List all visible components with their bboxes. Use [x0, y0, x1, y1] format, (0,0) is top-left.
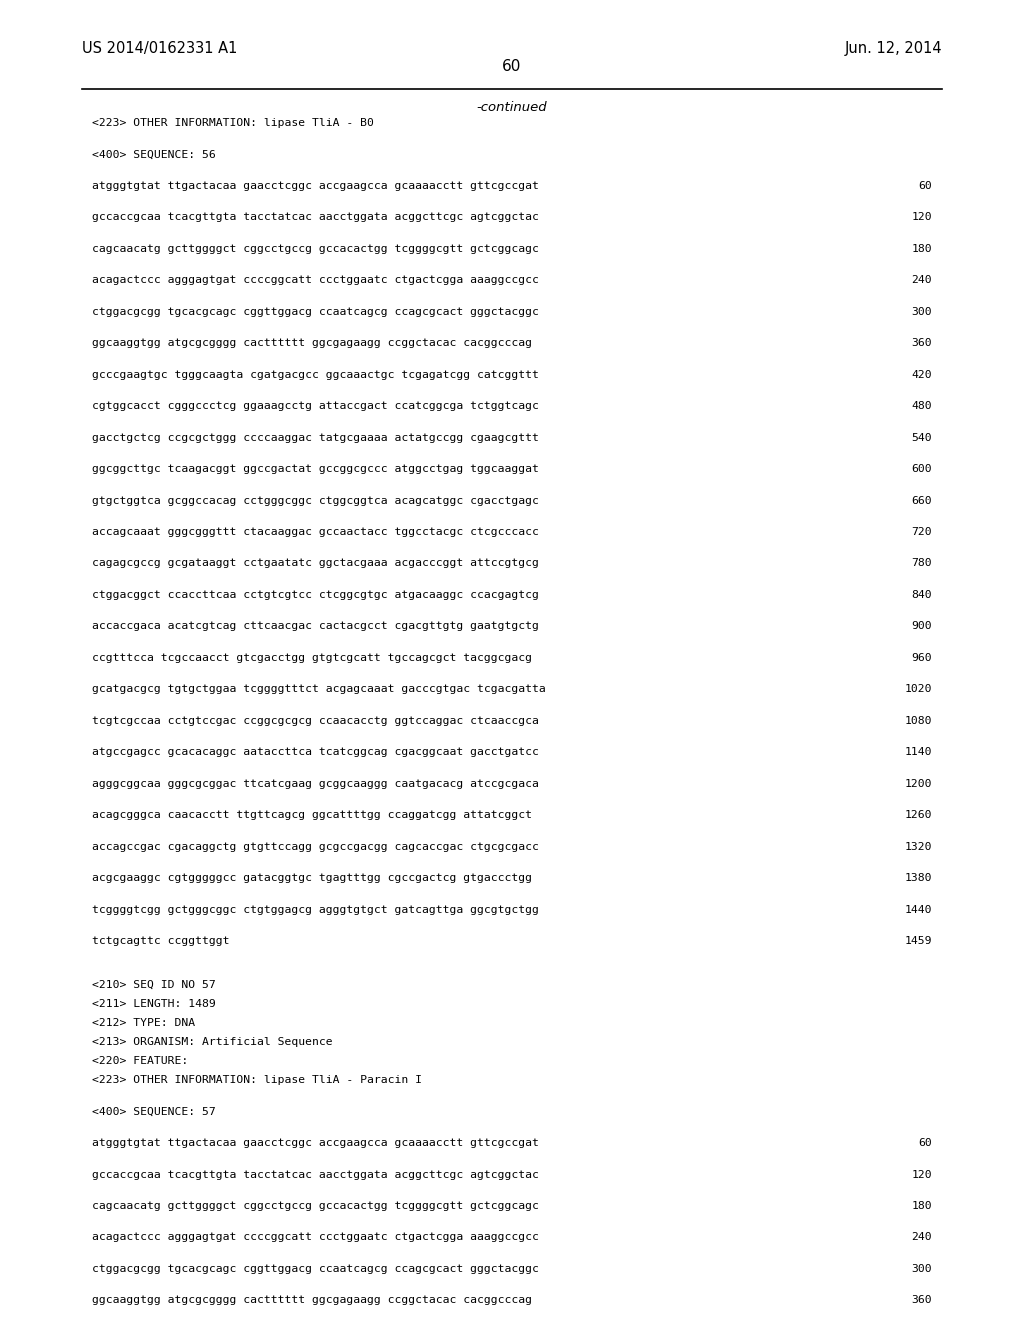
- Text: <211> LENGTH: 1489: <211> LENGTH: 1489: [92, 999, 216, 1008]
- Text: accagcaaat gggcgggttt ctacaaggac gccaactacc tggcctacgc ctcgcccacc: accagcaaat gggcgggttt ctacaaggac gccaact…: [92, 527, 539, 537]
- Text: accagccgac cgacaggctg gtgttccagg gcgccgacgg cagcaccgac ctgcgcgacc: accagccgac cgacaggctg gtgttccagg gcgccga…: [92, 842, 539, 851]
- Text: 180: 180: [911, 1201, 932, 1210]
- Text: atgggtgtat ttgactacaa gaacctcggc accgaagcca gcaaaacctt gttcgccgat: atgggtgtat ttgactacaa gaacctcggc accgaag…: [92, 181, 539, 191]
- Text: 180: 180: [911, 244, 932, 253]
- Text: cagcaacatg gcttggggct cggcctgccg gccacactgg tcggggcgtt gctcggcagc: cagcaacatg gcttggggct cggcctgccg gccacac…: [92, 244, 539, 253]
- Text: 540: 540: [911, 433, 932, 442]
- Text: <212> TYPE: DNA: <212> TYPE: DNA: [92, 1018, 196, 1028]
- Text: tcgtcgccaa cctgtccgac ccggcgcgcg ccaacacctg ggtccaggac ctcaaccgca: tcgtcgccaa cctgtccgac ccggcgcgcg ccaacac…: [92, 715, 539, 726]
- Text: US 2014/0162331 A1: US 2014/0162331 A1: [82, 41, 238, 55]
- Text: -continued: -continued: [477, 100, 547, 114]
- Text: acagcgggca caacacctt ttgttcagcg ggcattttgg ccaggatcgg attatcggct: acagcgggca caacacctt ttgttcagcg ggcatttt…: [92, 810, 532, 820]
- Text: ggcaaggtgg atgcgcgggg cactttttt ggcgagaagg ccggctacac cacggcccag: ggcaaggtgg atgcgcgggg cactttttt ggcgagaa…: [92, 338, 532, 348]
- Text: gtgctggtca gcggccacag cctgggcggc ctggcggtca acagcatggc cgacctgagc: gtgctggtca gcggccacag cctgggcggc ctggcgg…: [92, 495, 539, 506]
- Text: <400> SEQUENCE: 56: <400> SEQUENCE: 56: [92, 149, 216, 160]
- Text: 960: 960: [911, 653, 932, 663]
- Text: 840: 840: [911, 590, 932, 601]
- Text: ctggacgcgg tgcacgcagc cggttggacg ccaatcagcg ccagcgcact gggctacggc: ctggacgcgg tgcacgcagc cggttggacg ccaatca…: [92, 1263, 539, 1274]
- Text: 60: 60: [503, 59, 521, 74]
- Text: 900: 900: [911, 622, 932, 631]
- Text: ctggacgcgg tgcacgcagc cggttggacg ccaatcagcg ccagcgcact gggctacggc: ctggacgcgg tgcacgcagc cggttggacg ccaatca…: [92, 306, 539, 317]
- Text: 120: 120: [911, 1170, 932, 1180]
- Text: 600: 600: [911, 465, 932, 474]
- Text: acagactccc agggagtgat ccccggcatt ccctggaatc ctgactcgga aaaggccgcc: acagactccc agggagtgat ccccggcatt ccctgga…: [92, 276, 539, 285]
- Text: gacctgctcg ccgcgctggg ccccaaggac tatgcgaaaa actatgccgg cgaagcgttt: gacctgctcg ccgcgctggg ccccaaggac tatgcga…: [92, 433, 539, 442]
- Text: atgggtgtat ttgactacaa gaacctcggc accgaagcca gcaaaacctt gttcgccgat: atgggtgtat ttgactacaa gaacctcggc accgaag…: [92, 1138, 539, 1148]
- Text: gccaccgcaa tcacgttgta tacctatcac aacctggata acggcttcgc agtcggctac: gccaccgcaa tcacgttgta tacctatcac aacctgg…: [92, 213, 539, 223]
- Text: 60: 60: [919, 181, 932, 191]
- Text: ctggacggct ccaccttcaa cctgtcgtcc ctcggcgtgc atgacaaggc ccacgagtcg: ctggacggct ccaccttcaa cctgtcgtcc ctcggcg…: [92, 590, 539, 601]
- Text: 660: 660: [911, 495, 932, 506]
- Text: agggcggcaa gggcgcggac ttcatcgaag gcggcaaggg caatgacacg atccgcgaca: agggcggcaa gggcgcggac ttcatcgaag gcggcaa…: [92, 779, 539, 788]
- Text: 780: 780: [911, 558, 932, 569]
- Text: <213> ORGANISM: Artificial Sequence: <213> ORGANISM: Artificial Sequence: [92, 1038, 333, 1047]
- Text: gccaccgcaa tcacgttgta tacctatcac aacctggata acggcttcgc agtcggctac: gccaccgcaa tcacgttgta tacctatcac aacctgg…: [92, 1170, 539, 1180]
- Text: ccgtttcca tcgccaacct gtcgacctgg gtgtcgcatt tgccagcgct tacggcgacg: ccgtttcca tcgccaacct gtcgacctgg gtgtcgca…: [92, 653, 532, 663]
- Text: 1080: 1080: [904, 715, 932, 726]
- Text: gcatgacgcg tgtgctggaa tcggggtttct acgagcaaat gacccgtgac tcgacgatta: gcatgacgcg tgtgctggaa tcggggtttct acgagc…: [92, 684, 546, 694]
- Text: <210> SEQ ID NO 57: <210> SEQ ID NO 57: [92, 979, 216, 990]
- Text: acagactccc agggagtgat ccccggcatt ccctggaatc ctgactcgga aaaggccgcc: acagactccc agggagtgat ccccggcatt ccctgga…: [92, 1233, 539, 1242]
- Text: 1459: 1459: [904, 936, 932, 946]
- Text: acgcgaaggc cgtgggggcc gatacggtgc tgagtttgg cgccgactcg gtgaccctgg: acgcgaaggc cgtgggggcc gatacggtgc tgagttt…: [92, 873, 532, 883]
- Text: <223> OTHER INFORMATION: lipase TliA - Paracin I: <223> OTHER INFORMATION: lipase TliA - P…: [92, 1076, 422, 1085]
- Text: ggcaaggtgg atgcgcgggg cactttttt ggcgagaagg ccggctacac cacggcccag: ggcaaggtgg atgcgcgggg cactttttt ggcgagaa…: [92, 1295, 532, 1305]
- Text: Jun. 12, 2014: Jun. 12, 2014: [845, 41, 942, 55]
- Text: atgccgagcc gcacacaggc aataccttca tcatcggcag cgacggcaat gacctgatcc: atgccgagcc gcacacaggc aataccttca tcatcgg…: [92, 747, 539, 758]
- Text: cgtggcacct cgggccctcg ggaaagcctg attaccgact ccatcggcga tctggtcagc: cgtggcacct cgggccctcg ggaaagcctg attaccg…: [92, 401, 539, 412]
- Text: <220> FEATURE:: <220> FEATURE:: [92, 1056, 188, 1067]
- Text: ggcggcttgc tcaagacggt ggccgactat gccggcgccc atggcctgag tggcaaggat: ggcggcttgc tcaagacggt ggccgactat gccggcg…: [92, 465, 539, 474]
- Text: <400> SEQUENCE: 57: <400> SEQUENCE: 57: [92, 1106, 216, 1117]
- Text: cagagcgccg gcgataaggt cctgaatatc ggctacgaaa acgacccggt attccgtgcg: cagagcgccg gcgataaggt cctgaatatc ggctacg…: [92, 558, 539, 569]
- Text: 720: 720: [911, 527, 932, 537]
- Text: 240: 240: [911, 276, 932, 285]
- Text: 300: 300: [911, 306, 932, 317]
- Text: tctgcagttc ccggttggt: tctgcagttc ccggttggt: [92, 936, 229, 946]
- Text: cagcaacatg gcttggggct cggcctgccg gccacactgg tcggggcgtt gctcggcagc: cagcaacatg gcttggggct cggcctgccg gccacac…: [92, 1201, 539, 1210]
- Text: accaccgaca acatcgtcag cttcaacgac cactacgcct cgacgttgtg gaatgtgctg: accaccgaca acatcgtcag cttcaacgac cactacg…: [92, 622, 539, 631]
- Text: 420: 420: [911, 370, 932, 380]
- Text: 1140: 1140: [904, 747, 932, 758]
- Text: 1320: 1320: [904, 842, 932, 851]
- Text: 300: 300: [911, 1263, 932, 1274]
- Text: 1260: 1260: [904, 810, 932, 820]
- Text: 120: 120: [911, 213, 932, 223]
- Text: 1200: 1200: [904, 779, 932, 788]
- Text: 1380: 1380: [904, 873, 932, 883]
- Text: 1020: 1020: [904, 684, 932, 694]
- Text: 60: 60: [919, 1138, 932, 1148]
- Text: 360: 360: [911, 1295, 932, 1305]
- Text: gcccgaagtgc tgggcaagta cgatgacgcc ggcaaactgc tcgagatcgg catcggttt: gcccgaagtgc tgggcaagta cgatgacgcc ggcaaa…: [92, 370, 539, 380]
- Text: tcggggtcgg gctgggcggc ctgtggagcg agggtgtgct gatcagttga ggcgtgctgg: tcggggtcgg gctgggcggc ctgtggagcg agggtgt…: [92, 904, 539, 915]
- Text: <223> OTHER INFORMATION: lipase TliA - B0: <223> OTHER INFORMATION: lipase TliA - B…: [92, 117, 374, 128]
- Text: 240: 240: [911, 1233, 932, 1242]
- Text: 480: 480: [911, 401, 932, 412]
- Text: 1440: 1440: [904, 904, 932, 915]
- Text: 360: 360: [911, 338, 932, 348]
